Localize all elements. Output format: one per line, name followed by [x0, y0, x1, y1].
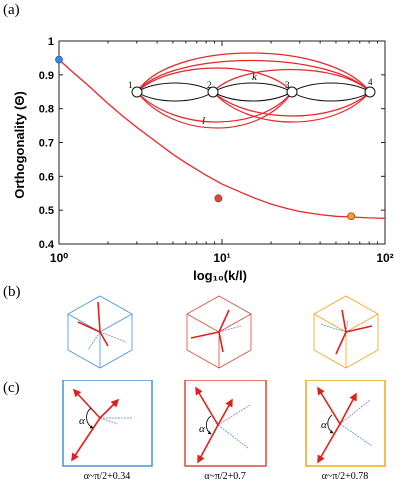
- cube-view-orange: [313, 295, 379, 369]
- alpha-label: α: [321, 419, 327, 431]
- y-tick-label: 0.7: [39, 138, 54, 150]
- y-axis-label: Orthogonality (Θ): [12, 91, 27, 199]
- alpha-label: α: [199, 423, 205, 435]
- caption-blue: α~π/2+0.34: [83, 471, 131, 482]
- caption-orange: α~π/2+0.78: [321, 471, 369, 482]
- series-line: [58, 59, 386, 219]
- orthogonality-chart: 0.4 0.5 0.6 0.7 0.8 0.9 1 10⁰ 10¹ 10² Orthogonali…: [12, 36, 394, 283]
- angle-view-red: α: [184, 380, 267, 467]
- data-point: [214, 194, 223, 203]
- chart-axes: 0.4 0.5 0.6 0.7 0.8 0.9 1 10⁰ 10¹ 10²: [39, 36, 394, 265]
- x-tick-label: 10²: [376, 251, 393, 265]
- cube-view-blue: [67, 295, 133, 369]
- inset-node-4: [364, 86, 376, 98]
- data-point: [55, 55, 63, 64]
- inset-node-label-2: 2: [207, 80, 212, 90]
- y-tick-label: 0.5: [39, 205, 54, 217]
- alpha-label: α: [79, 415, 85, 427]
- angle-view-blue: α: [62, 380, 153, 467]
- inset-label-l: l: [202, 115, 205, 127]
- inset-node-3: [286, 86, 298, 98]
- inset-node-1: [131, 86, 143, 98]
- panel-label-b: (b): [3, 284, 21, 300]
- angle-views: α α α: [62, 380, 386, 467]
- data-point: [347, 212, 356, 221]
- angle-view-orange: α: [305, 380, 386, 467]
- plot-frame: [58, 40, 386, 245]
- cube-views: [67, 295, 379, 369]
- inset-label-k: k: [252, 71, 258, 83]
- y-tick-label: 0.6: [39, 171, 54, 183]
- inset-node-2: [207, 86, 219, 98]
- x-tick-label: 10¹: [213, 251, 230, 265]
- panel-label-a: (a): [3, 2, 20, 18]
- cube-view-red: [186, 295, 252, 369]
- inset-node-label-3: 3: [285, 80, 290, 90]
- caption-red: α~π/2+0.7: [204, 471, 246, 482]
- inset-node-label-1: 1: [128, 80, 133, 90]
- inset-chain-diagram: 1 2 3 4 k l: [128, 52, 376, 129]
- x-axis-label: log₁₀(k/l): [193, 268, 247, 283]
- chart-series: [58, 59, 386, 219]
- y-tick-label: 0.8: [39, 104, 54, 116]
- inset-node-label-4: 4: [368, 77, 373, 87]
- y-tick-label: 1: [48, 36, 54, 48]
- y-tick-label: 0.9: [39, 70, 54, 82]
- panel-label-c: (c): [3, 380, 20, 396]
- x-tick-label: 10⁰: [50, 251, 68, 265]
- y-tick-label: 0.4: [39, 239, 55, 251]
- chart-markers: [55, 55, 356, 221]
